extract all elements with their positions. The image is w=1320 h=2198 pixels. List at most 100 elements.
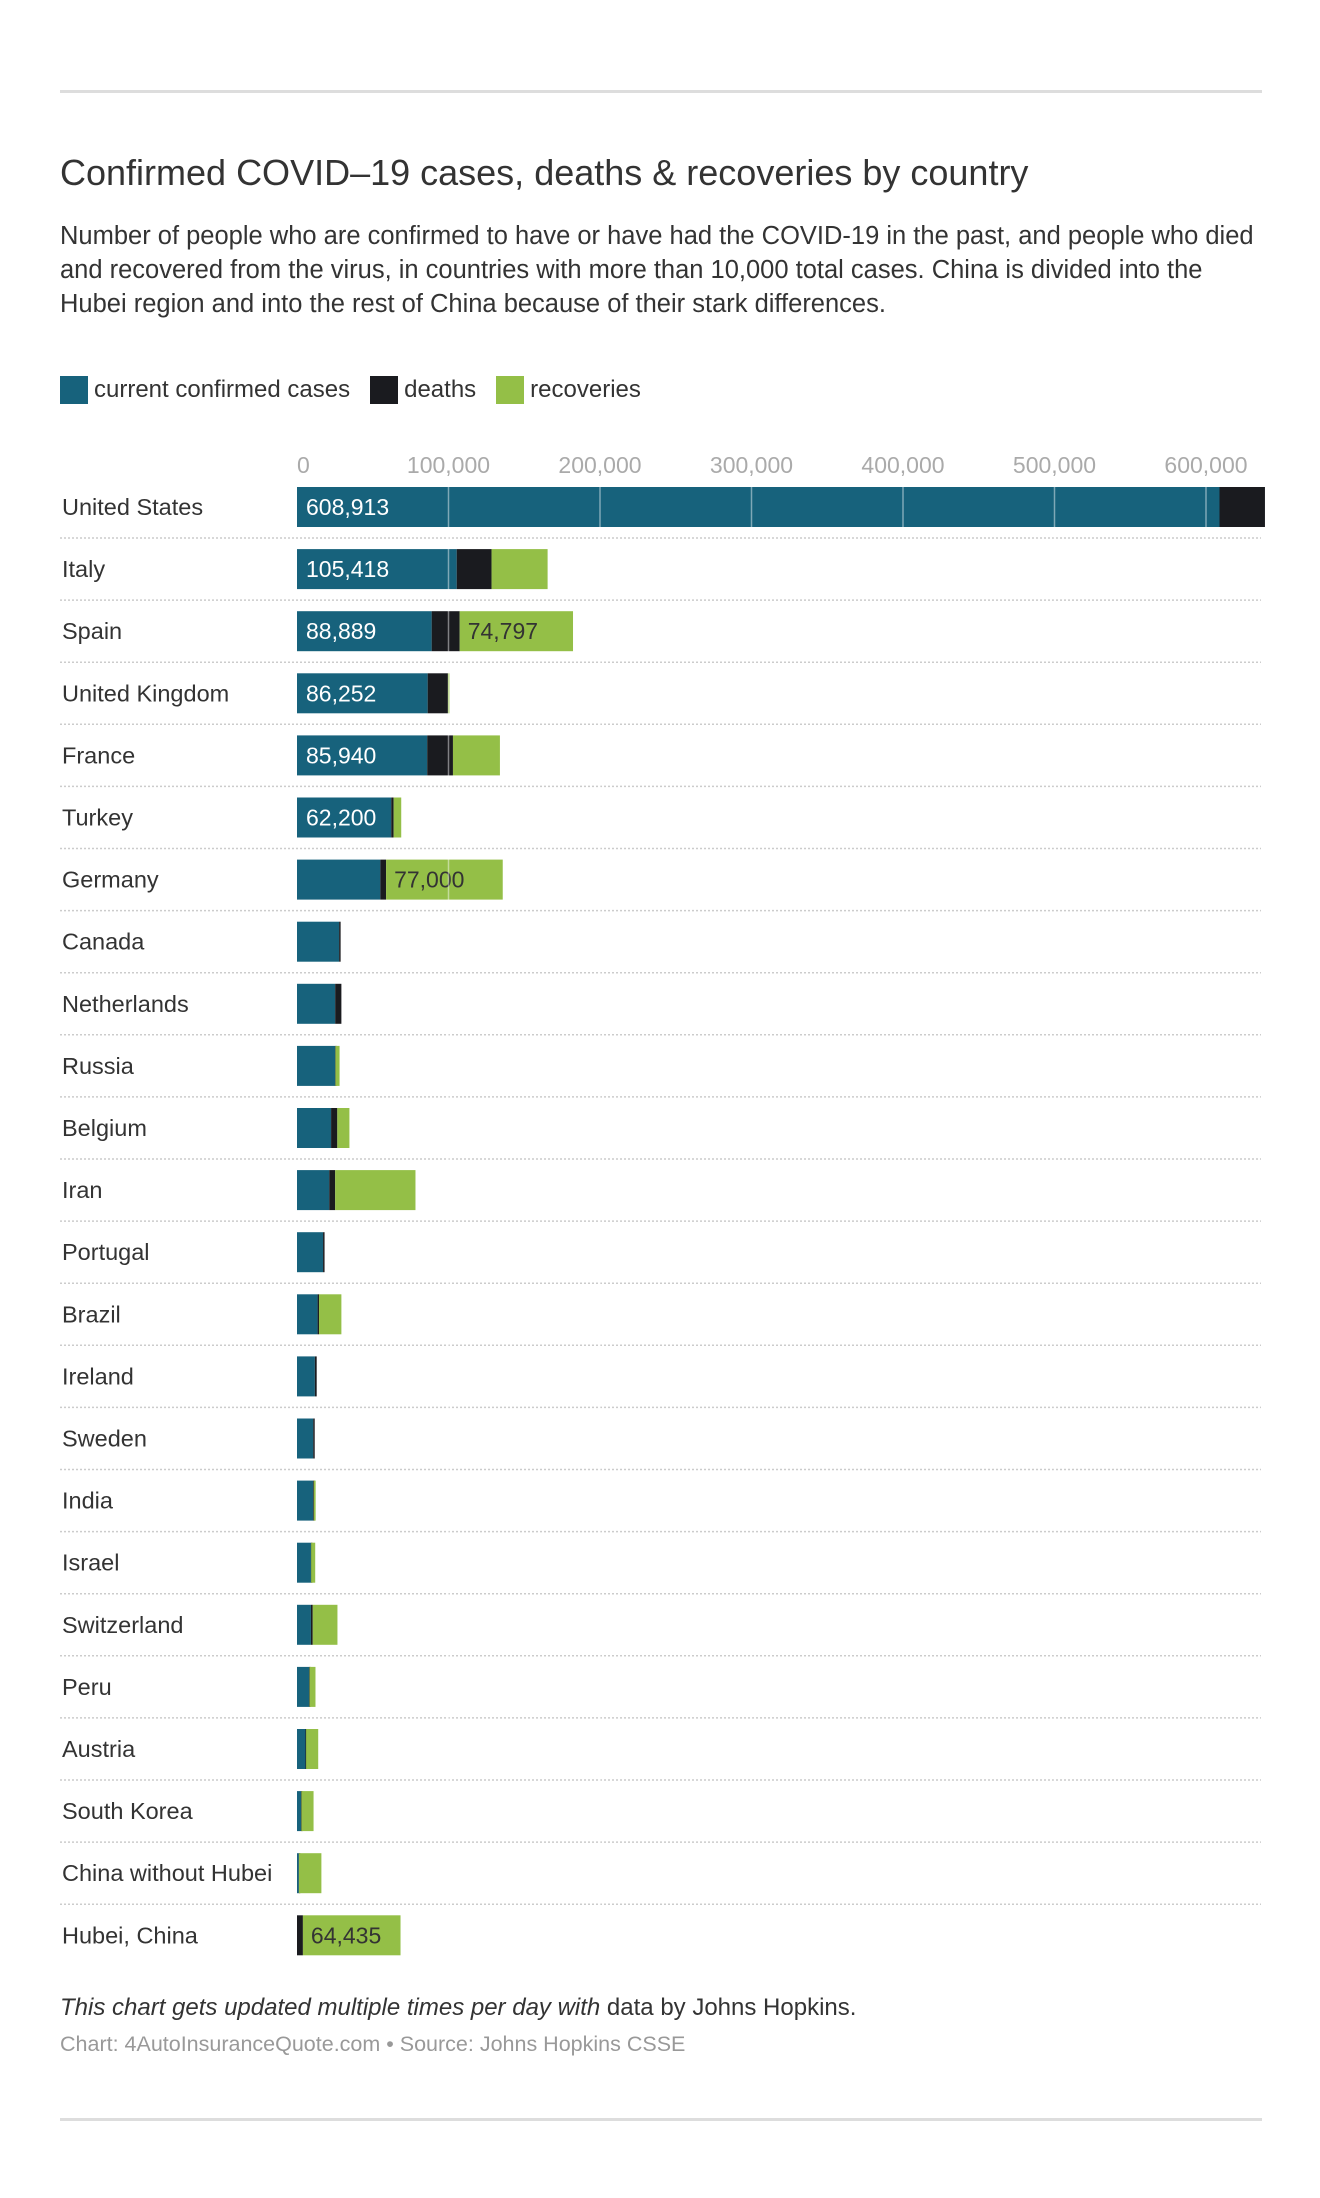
category-label: Germany (62, 867, 159, 893)
bar-segment-current-confirmed-cases (297, 1853, 299, 1894)
bar-chart: 0 100,000 200,000 300,000 400,000 500,000 600,… (60, 452, 1265, 1970)
bar-segment-current-confirmed-cases (297, 735, 428, 776)
x-tick-label: 600,000 (1164, 452, 1247, 478)
bar-segment-current-confirmed-cases (297, 1604, 311, 1645)
category-label: Peru (62, 1674, 112, 1700)
bar-segment-current-confirmed-cases (297, 1045, 336, 1086)
bar-segment-recoveries (302, 1915, 401, 1956)
bottom-rule (60, 2118, 1262, 2121)
category-label: Iran (62, 1177, 103, 1203)
x-tick-label: 200,000 (558, 452, 641, 478)
category-label: Austria (62, 1736, 136, 1762)
legend-swatch-deaths (370, 376, 399, 404)
bar-segment-deaths (456, 549, 492, 590)
bar-segment-current-confirmed-cases (297, 1791, 302, 1832)
bar-segment-recoveries (337, 1108, 350, 1148)
bar-segment-recoveries (318, 1294, 342, 1335)
bar-segment-recoveries (447, 673, 450, 714)
bar-segment-deaths (317, 1294, 320, 1335)
category-label: Belgium (62, 1115, 147, 1141)
bar-segment-current-confirmed-cases (297, 1666, 310, 1707)
category-label: South Korea (62, 1798, 194, 1824)
category-label: United Kingdom (62, 680, 229, 706)
legend-item-deaths: deaths (370, 376, 476, 404)
category-label: Spain (62, 618, 122, 644)
legend-swatch-recoveries (496, 376, 525, 404)
bar-segment-recoveries (301, 1791, 314, 1832)
category-label: Brazil (62, 1301, 121, 1327)
bar-segment-current-confirmed-cases (297, 1108, 332, 1148)
category-label: China without Hubei (62, 1860, 272, 1886)
bar-segment-current-confirmed-cases (297, 1480, 314, 1521)
bar-segment-current-confirmed-cases (297, 1294, 318, 1335)
bar-value-label: 77,000 (394, 867, 464, 893)
bar-segment-recoveries (459, 611, 574, 652)
legend-label-deaths: deaths (404, 376, 477, 403)
legend-label-current: current confirmed cases (94, 376, 351, 403)
bar-segment-recoveries (306, 1729, 319, 1769)
bar-segment-deaths (431, 611, 460, 652)
bar-value-label: 105,418 (306, 556, 389, 582)
legend-swatch-current (60, 376, 88, 404)
bar-value-label: 86,252 (306, 680, 376, 706)
bar-segment-recoveries (491, 549, 548, 590)
bar-value-label: 64,435 (311, 1922, 381, 1948)
category-label: Russia (62, 1053, 135, 1079)
bar-segment-recoveries (335, 1045, 340, 1086)
bar-segment-current-confirmed-cases (297, 859, 381, 900)
bar-segment-recoveries (393, 797, 402, 838)
legend: current confirmed cases deaths recoverie… (60, 376, 661, 404)
bar-segment-deaths (331, 1108, 338, 1148)
bar-segment-current-confirmed-cases (297, 487, 1220, 527)
footnote-normal: data by Johns Hopkins. (600, 1994, 857, 2021)
bar-value-label: 85,940 (306, 742, 376, 768)
source-line: Chart: 4AutoInsuranceQuote.com • Source:… (60, 2032, 686, 2056)
bar-value-label: 62,200 (306, 805, 376, 831)
category-label: Ireland (62, 1363, 134, 1389)
bar-segment-deaths (427, 673, 448, 714)
category-label: Hubei, China (62, 1922, 199, 1948)
category-label: Netherlands (62, 991, 189, 1017)
bar-segment-current-confirmed-cases (297, 1356, 315, 1397)
category-label: Portugal (62, 1239, 150, 1265)
bar-segment-recoveries (452, 735, 500, 776)
top-rule (60, 90, 1262, 93)
bar-value-label: 74,797 (468, 618, 538, 644)
x-tick-label: 500,000 (1013, 452, 1096, 478)
bar-segment-deaths (313, 1418, 315, 1459)
bar-value-label: 608,913 (306, 494, 389, 520)
bar-segment-deaths (314, 1356, 317, 1397)
bar-segment-recoveries (311, 1542, 316, 1583)
category-label: Switzerland (62, 1612, 183, 1638)
bar-segment-deaths (1219, 487, 1265, 527)
chart-title: Confirmed COVID–19 cases, deaths & recov… (60, 152, 1029, 193)
footnote-italic: This chart gets updated multiple times p… (60, 1994, 601, 2021)
legend-label-recoveries: recoveries (530, 376, 641, 403)
bar-segment-current-confirmed-cases (297, 611, 432, 652)
bar-segment-deaths (427, 735, 453, 776)
bar-segment-deaths (339, 921, 341, 962)
bar-segment-current-confirmed-cases (297, 1170, 330, 1211)
x-tick-label: 400,000 (861, 452, 944, 478)
bar-segment-deaths (297, 1915, 303, 1956)
x-tick-label: 100,000 (407, 452, 490, 478)
x-tick-label: 0 (297, 452, 310, 478)
bar-segment-deaths (329, 1170, 336, 1211)
bar-segment-current-confirmed-cases (297, 1418, 314, 1459)
category-label: Canada (62, 929, 145, 955)
bar-segment-current-confirmed-cases (297, 549, 457, 590)
bar-segment-recoveries (298, 1853, 322, 1894)
category-label: France (62, 742, 135, 768)
bar-value-label: 88,889 (306, 618, 376, 644)
category-label: Sweden (62, 1426, 147, 1452)
bar-segment-recoveries (313, 1480, 316, 1521)
category-label: Israel (62, 1550, 119, 1576)
footnote: This chart gets updated multiple times p… (60, 1994, 856, 2022)
bar-segment-recoveries (335, 1170, 416, 1211)
bar-segment-recoveries (386, 859, 503, 900)
bar-segment-deaths (323, 1232, 325, 1273)
bar-segment-current-confirmed-cases (297, 797, 392, 838)
bar-segment-current-confirmed-cases (297, 673, 428, 714)
x-tick-label: 300,000 (710, 452, 793, 478)
category-label: India (62, 1488, 114, 1514)
